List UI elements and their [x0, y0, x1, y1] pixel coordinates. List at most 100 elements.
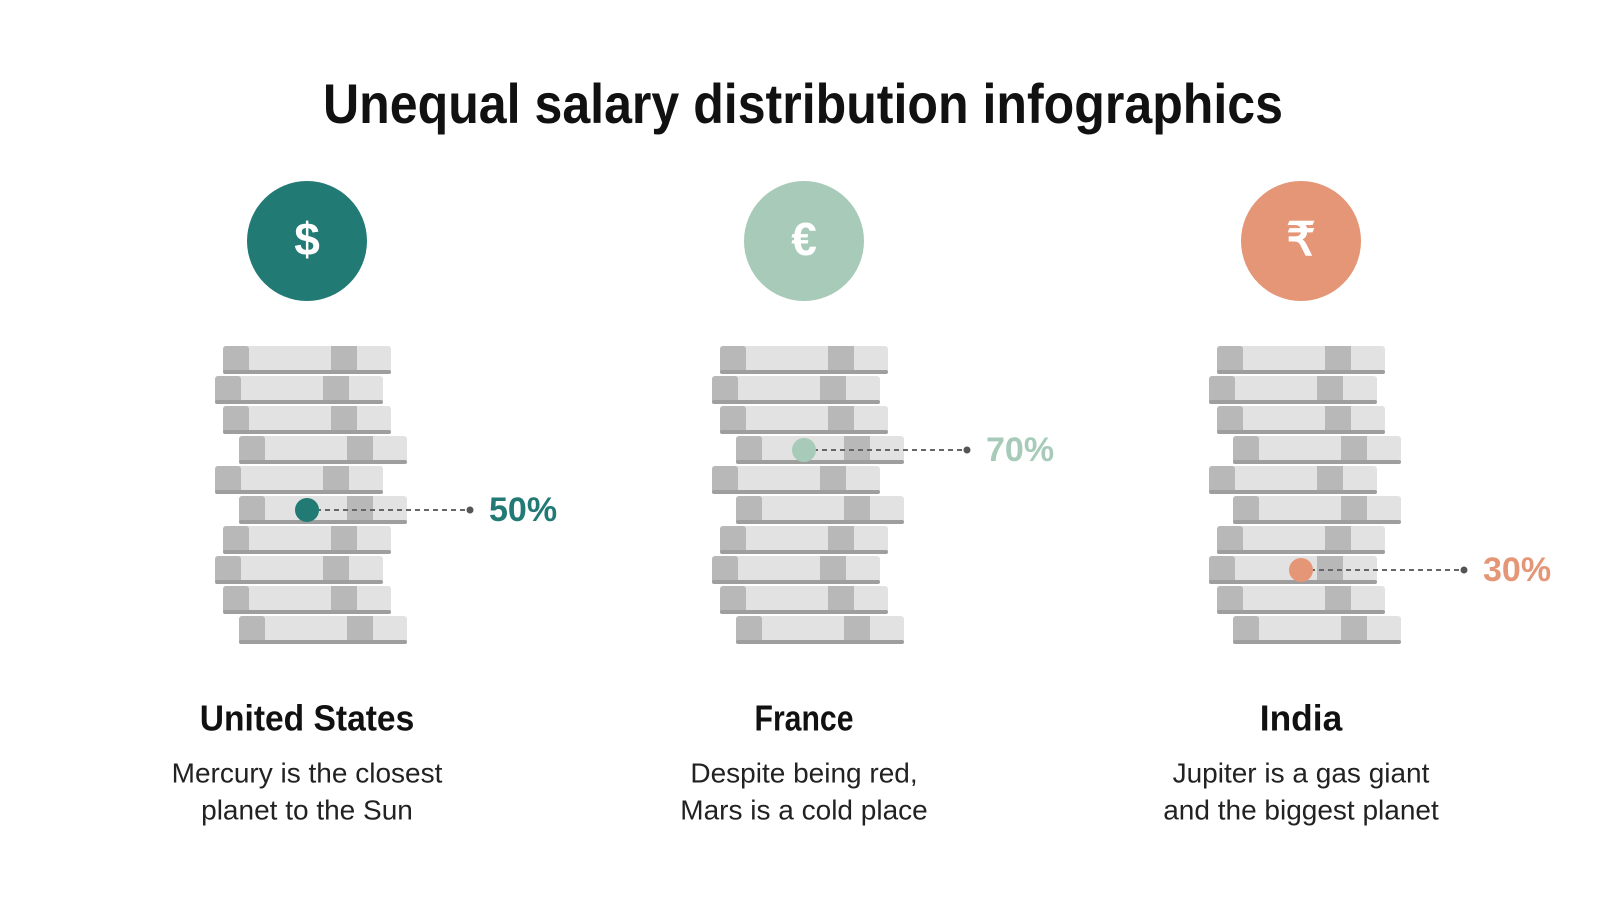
coin [223, 406, 391, 434]
coin-band [1341, 436, 1367, 464]
coin [1217, 406, 1385, 434]
coin-band [323, 556, 349, 584]
coin-shadow [1217, 430, 1385, 434]
coin-edge [1233, 616, 1259, 644]
coin-shadow [720, 370, 888, 374]
coin [1233, 616, 1401, 644]
coin-shadow [1209, 400, 1377, 404]
coin-shadow [223, 610, 391, 614]
coin-edge [1209, 376, 1235, 404]
coin-shadow [736, 460, 904, 464]
coin-shadow [720, 610, 888, 614]
coin-band [820, 376, 846, 404]
coin-shadow [1217, 610, 1385, 614]
coin-edge [720, 586, 746, 614]
icon: € [791, 213, 817, 265]
coin-edge [239, 436, 265, 464]
coin [1233, 496, 1401, 524]
value-label: 50% [489, 491, 557, 529]
coin-shadow [720, 430, 888, 434]
coin-edge [720, 526, 746, 554]
coin-shadow [239, 640, 407, 644]
coin-edge [1217, 346, 1243, 374]
coin [712, 466, 880, 494]
coin-band [828, 406, 854, 434]
value-dot [792, 438, 816, 462]
coin-edge [215, 466, 241, 494]
description: Despite being red, [690, 757, 917, 788]
coin-band [1325, 526, 1351, 554]
coin-band [844, 436, 870, 464]
coin-edge [736, 436, 762, 464]
country-heading: France [755, 698, 854, 739]
icon-circle [1241, 181, 1361, 301]
coin-shadow [736, 640, 904, 644]
coin [720, 586, 888, 614]
coin-edge [712, 466, 738, 494]
coin-band [828, 586, 854, 614]
coin-band [331, 526, 357, 554]
coin-band [828, 526, 854, 554]
coin-shadow [712, 490, 880, 494]
coin [239, 436, 407, 464]
coin-edge [239, 616, 265, 644]
coin [1217, 526, 1385, 554]
coin-shadow [736, 520, 904, 524]
coin-band [347, 436, 373, 464]
coin-edge [223, 406, 249, 434]
coin [1209, 376, 1377, 404]
coin-edge [1217, 406, 1243, 434]
coin-band [820, 466, 846, 494]
coin [712, 376, 880, 404]
coin-band [331, 586, 357, 614]
coin-band [347, 496, 373, 524]
coin [720, 526, 888, 554]
coin-shadow [215, 490, 383, 494]
icon-circle [744, 181, 864, 301]
value-dot [295, 498, 319, 522]
coin-band [1317, 466, 1343, 494]
coin [712, 556, 880, 584]
coin [720, 406, 888, 434]
coin [239, 616, 407, 644]
coin-shadow [1209, 580, 1377, 584]
coin-edge [223, 526, 249, 554]
description: Mars is a cold place [680, 794, 927, 825]
coin-band [1325, 346, 1351, 374]
coin-shadow [239, 520, 407, 524]
coin-edge [223, 586, 249, 614]
coin [1233, 436, 1401, 464]
coin [720, 346, 888, 374]
icon-circle [247, 181, 367, 301]
description: Mercury is the closest [172, 757, 443, 788]
coin [1209, 466, 1377, 494]
coin-band [331, 406, 357, 434]
leader-end [1460, 566, 1468, 574]
coin [223, 586, 391, 614]
coin-edge [712, 376, 738, 404]
coin-shadow [1217, 550, 1385, 554]
coin-shadow [215, 580, 383, 584]
coin-edge [1233, 436, 1259, 464]
coin [1217, 346, 1385, 374]
coin-shadow [223, 370, 391, 374]
coin-shadow [1233, 520, 1401, 524]
coin-band [1341, 496, 1367, 524]
coin-edge [223, 346, 249, 374]
coin-shadow [712, 580, 880, 584]
coin-band [323, 466, 349, 494]
coin-edge [1209, 556, 1235, 584]
coin-shadow [712, 400, 880, 404]
coin-shadow [239, 460, 407, 464]
coin [223, 526, 391, 554]
value-label: 30% [1483, 551, 1551, 589]
coin-edge [712, 556, 738, 584]
coin-edge [239, 496, 265, 524]
coin-band [331, 346, 357, 374]
coin [215, 556, 383, 584]
coin [736, 616, 904, 644]
coin-band [1341, 616, 1367, 644]
title: Unequal salary distribution infographics [323, 72, 1283, 135]
coin-shadow [720, 550, 888, 554]
